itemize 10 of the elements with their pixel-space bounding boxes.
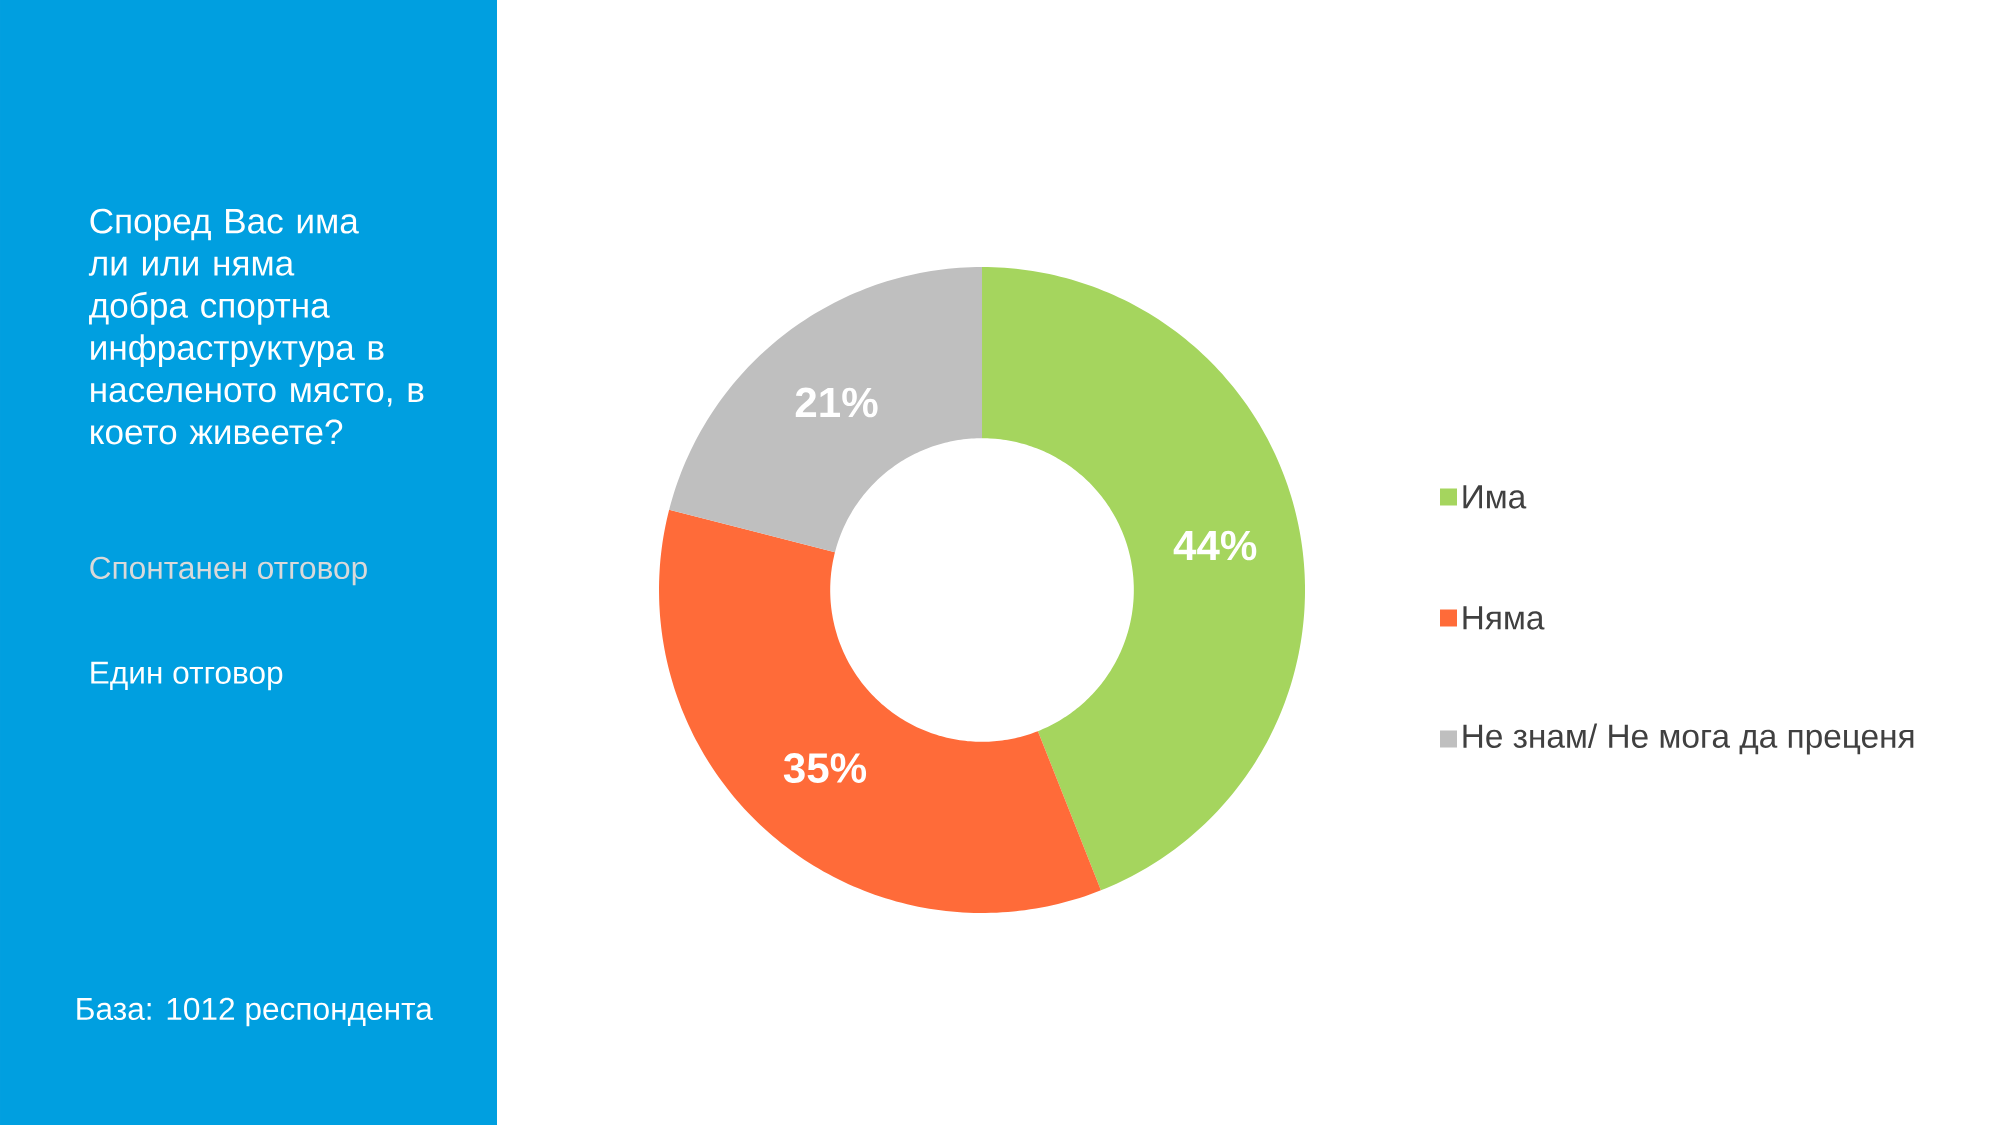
data-label: 44% — [1173, 530, 1257, 561]
data-label: 35% — [783, 753, 867, 784]
legend-label: Не знам/ Не мога да преценя — [1463, 723, 1914, 755]
data-label: 21% — [795, 387, 878, 418]
text: Според Вас има ли или няма добра спортна инфраструктура в населеното място, в което живеете? — [88, 208, 424, 445]
text: База: 1012 респондента — [77, 997, 433, 1027]
legend-label: Няма — [1463, 606, 1545, 630]
text: Спонтанен отговор — [90, 556, 367, 586]
text: Един отговор — [91, 661, 283, 691]
legend-label: Има — [1463, 485, 1527, 509]
